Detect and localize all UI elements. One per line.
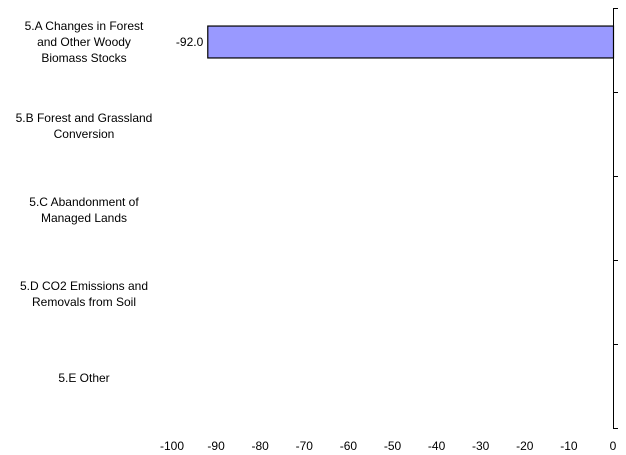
- x-tick-label: -50: [384, 439, 402, 453]
- category-label-line: 5.C Abandonment of: [29, 195, 139, 209]
- x-tick-label: 0: [610, 439, 617, 453]
- category-label: 5.A Changes in Forest and Other Woody Biom…: [4, 18, 164, 66]
- bars-group: -92.0: [176, 25, 615, 59]
- bar-data-label: -92.0: [176, 35, 204, 49]
- category-label-line: Biomass Stocks: [41, 51, 127, 65]
- x-tick-label: -30: [472, 439, 490, 453]
- category-label: 5.B Forest and Grassland Conversion: [4, 110, 164, 142]
- category-label-line: and Other Woody: [37, 35, 131, 49]
- x-tick-label: -20: [516, 439, 534, 453]
- x-tick-label: -40: [428, 439, 446, 453]
- category-label-line: 5.E Other: [58, 371, 110, 385]
- x-tick-label: -100: [160, 439, 184, 453]
- x-tick-label: -90: [207, 439, 225, 453]
- category-label-line: 5.D CO2 Emissions and: [19, 279, 149, 293]
- bar: [207, 25, 615, 59]
- category-label-line: Conversion: [53, 127, 115, 141]
- x-tick-label: -70: [296, 439, 314, 453]
- category-label: 5.E Other: [4, 370, 164, 386]
- x-tick-label: -10: [560, 439, 578, 453]
- x-tick-label: -60: [340, 439, 358, 453]
- category-label-line: Managed Lands: [40, 211, 128, 225]
- x-tick-label: -80: [252, 439, 270, 453]
- axes-group: -100 -90 -80 -70 -60 -50 -40 -30 -20 -10 0: [160, 8, 618, 453]
- category-label-line: 5.B Forest and Grassland: [15, 111, 153, 125]
- category-label-line: 5.A Changes in Forest: [24, 19, 144, 33]
- category-label: 5.D CO2 Emissions and Removals from Soil: [4, 278, 164, 310]
- category-label: 5.C Abandonment of Managed Lands: [4, 194, 164, 226]
- category-label-line: Removals from Soil: [31, 295, 137, 309]
